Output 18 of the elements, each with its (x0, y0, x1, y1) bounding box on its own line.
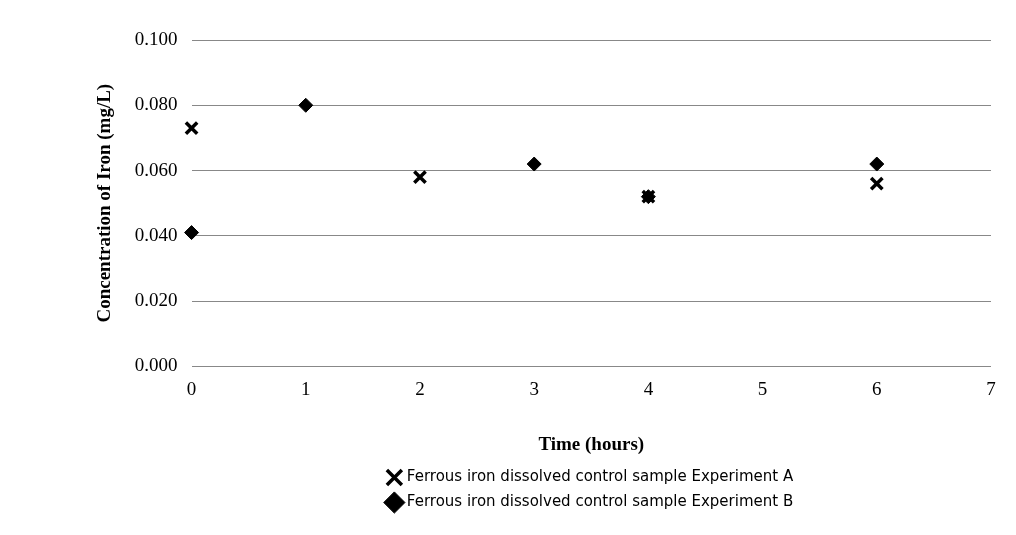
x-tick-label: 6 (872, 377, 882, 399)
x-tick-label: 2 (415, 377, 425, 399)
y-tick-label: 0.020 (134, 289, 178, 311)
x-tick-label: 4 (643, 377, 654, 399)
y-tick-label: 0.080 (134, 93, 178, 115)
x-tick-label: 7 (986, 377, 996, 399)
x-axis-title: Time (hours) (538, 432, 645, 455)
x-tick-label: 5 (757, 377, 768, 399)
x-tick-label: 0 (186, 377, 197, 399)
y-tick-label: 0.040 (134, 223, 178, 245)
legend-label: Ferrous iron dissolved control sample Experiment A (406, 467, 794, 486)
y-axis-title: Concentration of Iron (mg/L) (93, 83, 116, 323)
x-tick-label: 3 (529, 377, 539, 399)
y-tick-label: 0.100 (134, 27, 178, 49)
x-tick-label: 1 (301, 377, 311, 399)
legend-label: Ferrous iron dissolved control sample Experiment B (406, 492, 794, 511)
y-tick-label: 0.060 (134, 158, 178, 180)
y-tick-label: 0.000 (134, 354, 178, 376)
